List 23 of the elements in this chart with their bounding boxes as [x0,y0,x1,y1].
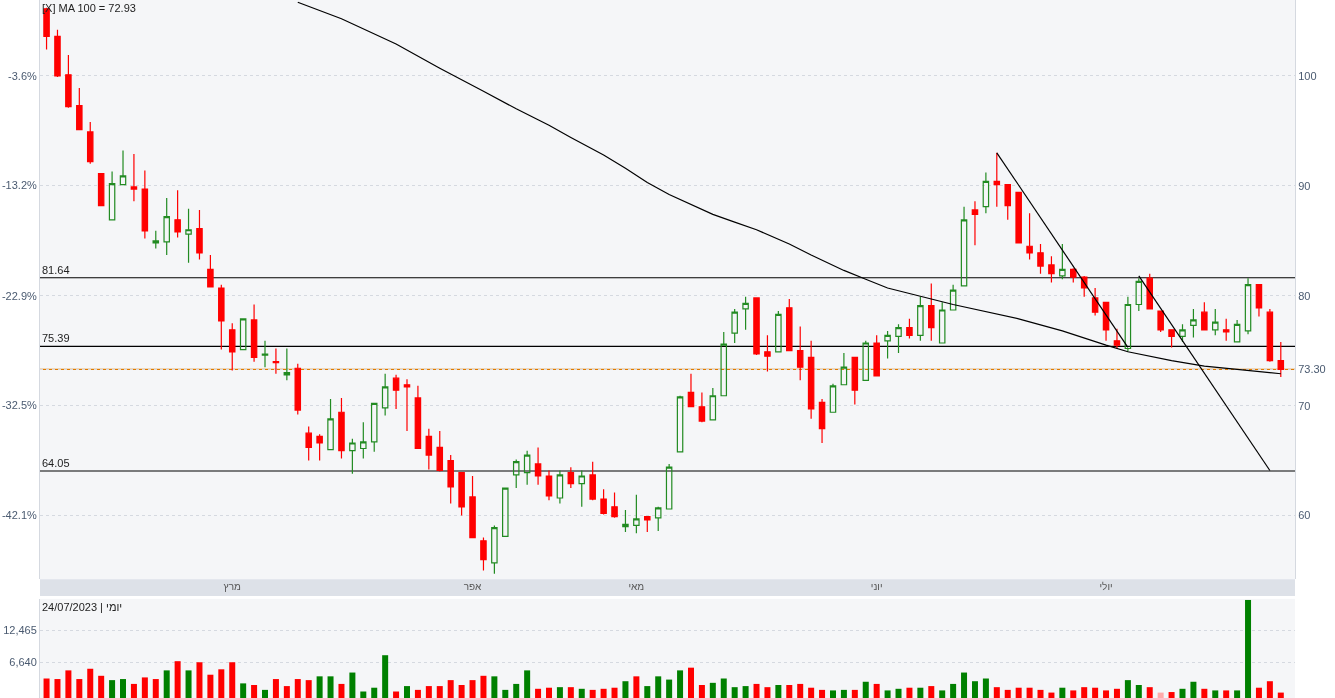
ref-line-label: 81.64 [42,264,70,276]
y-tick-label: 80 [1298,289,1311,302]
x-tick-label: יולי [1099,581,1113,593]
x-tick-label: מרץ [223,581,241,593]
y2-tick-label: -3.6% [8,69,37,82]
x-tick-label: יוני [870,581,883,593]
annotation: יומי | 24/07/2023 [42,601,123,613]
x-tick-label: מאי [628,581,645,593]
annotation: [X] MA 100 = 72.93 [42,2,136,14]
y2-tick-label: -22.9% [1,289,38,302]
y-tick-label: 100 [1298,69,1317,82]
y-tick-label: 70 [1298,399,1311,412]
y2-tick-label: -42.1% [1,508,38,521]
y2-tick-label: -13.2% [1,179,38,192]
y-tick-label: 12,465 [3,624,37,637]
y-tick-label: 90 [1298,179,1311,192]
y-tick-label: 6,640 [9,655,37,668]
ref-line-label: 75.39 [42,332,70,344]
x-tick-label: אפר [463,581,483,593]
y-tick-label: 73.30 [1298,363,1326,376]
ref-line-label: 64.05 [42,457,70,469]
y2-tick-label: -32.5% [1,399,38,412]
y-tick-label: 60 [1298,509,1311,522]
